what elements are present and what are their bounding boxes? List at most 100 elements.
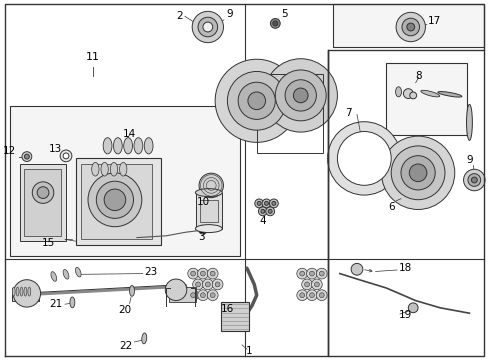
Text: 6: 6	[387, 202, 394, 212]
Ellipse shape	[16, 287, 19, 296]
Circle shape	[401, 18, 419, 36]
Circle shape	[207, 290, 218, 301]
Ellipse shape	[113, 138, 122, 154]
Circle shape	[254, 199, 263, 208]
Text: 15: 15	[42, 238, 56, 248]
Circle shape	[467, 174, 480, 186]
Circle shape	[96, 181, 133, 219]
Circle shape	[406, 23, 414, 31]
Circle shape	[296, 290, 307, 301]
Circle shape	[200, 293, 205, 298]
Circle shape	[215, 282, 220, 287]
Circle shape	[319, 293, 324, 298]
Ellipse shape	[51, 272, 57, 281]
Ellipse shape	[245, 103, 254, 110]
Ellipse shape	[92, 162, 99, 176]
Circle shape	[205, 282, 210, 287]
Circle shape	[400, 156, 434, 190]
Ellipse shape	[395, 87, 401, 97]
Circle shape	[296, 268, 307, 279]
Circle shape	[37, 187, 49, 198]
Circle shape	[192, 279, 203, 290]
Circle shape	[272, 21, 277, 26]
Text: 2: 2	[176, 11, 183, 21]
Circle shape	[381, 136, 454, 210]
Ellipse shape	[420, 90, 439, 97]
Text: 8: 8	[414, 71, 421, 81]
Circle shape	[316, 290, 326, 301]
Text: 10: 10	[196, 197, 209, 207]
Circle shape	[261, 210, 264, 213]
Circle shape	[327, 122, 400, 195]
Circle shape	[311, 279, 322, 290]
Bar	[332, 4, 483, 47]
Ellipse shape	[258, 92, 267, 98]
Text: 12: 12	[3, 146, 16, 156]
Ellipse shape	[245, 92, 254, 98]
Text: 13: 13	[48, 144, 62, 154]
Circle shape	[268, 210, 272, 213]
Circle shape	[200, 271, 205, 276]
Bar	[195, 193, 222, 229]
Circle shape	[258, 207, 267, 216]
Circle shape	[299, 271, 304, 276]
Ellipse shape	[264, 98, 273, 104]
Ellipse shape	[142, 333, 146, 344]
Ellipse shape	[70, 297, 75, 308]
Ellipse shape	[28, 287, 31, 296]
Circle shape	[202, 279, 213, 290]
Circle shape	[306, 290, 317, 301]
Circle shape	[212, 279, 223, 290]
Text: 23: 23	[144, 267, 157, 277]
Ellipse shape	[103, 138, 112, 154]
Circle shape	[192, 12, 223, 42]
Bar	[76, 158, 161, 245]
Circle shape	[269, 199, 278, 208]
Text: 21: 21	[49, 299, 62, 309]
Circle shape	[390, 146, 444, 200]
Ellipse shape	[240, 98, 248, 104]
Circle shape	[319, 271, 324, 276]
Circle shape	[199, 173, 223, 198]
Ellipse shape	[75, 267, 81, 277]
Circle shape	[262, 199, 270, 208]
Circle shape	[270, 18, 280, 28]
Text: 9: 9	[466, 155, 472, 165]
Ellipse shape	[437, 91, 461, 97]
Ellipse shape	[12, 287, 15, 296]
Text: 1: 1	[245, 346, 252, 356]
Ellipse shape	[258, 103, 267, 110]
Circle shape	[470, 177, 476, 183]
Circle shape	[88, 173, 142, 227]
Ellipse shape	[466, 104, 471, 140]
Bar	[168, 287, 195, 302]
Circle shape	[32, 182, 54, 203]
Circle shape	[306, 268, 317, 279]
Circle shape	[210, 271, 215, 276]
Circle shape	[187, 268, 198, 279]
Circle shape	[463, 169, 484, 191]
Ellipse shape	[263, 101, 271, 107]
Circle shape	[190, 271, 195, 276]
Ellipse shape	[134, 138, 142, 154]
Bar	[200, 200, 217, 222]
Circle shape	[190, 293, 195, 298]
Text: 16: 16	[220, 304, 233, 314]
Text: 11: 11	[86, 52, 100, 62]
Circle shape	[238, 82, 275, 120]
Bar	[20, 164, 66, 241]
Ellipse shape	[24, 287, 27, 296]
Ellipse shape	[63, 270, 69, 279]
Ellipse shape	[252, 104, 261, 111]
Circle shape	[195, 282, 200, 287]
Text: 22: 22	[119, 341, 132, 351]
Circle shape	[285, 80, 316, 111]
Circle shape	[304, 282, 309, 287]
Circle shape	[337, 131, 390, 185]
Circle shape	[198, 225, 207, 234]
Circle shape	[13, 280, 41, 307]
Bar	[10, 106, 239, 256]
Circle shape	[271, 202, 275, 205]
Ellipse shape	[20, 287, 23, 296]
Circle shape	[264, 202, 268, 205]
